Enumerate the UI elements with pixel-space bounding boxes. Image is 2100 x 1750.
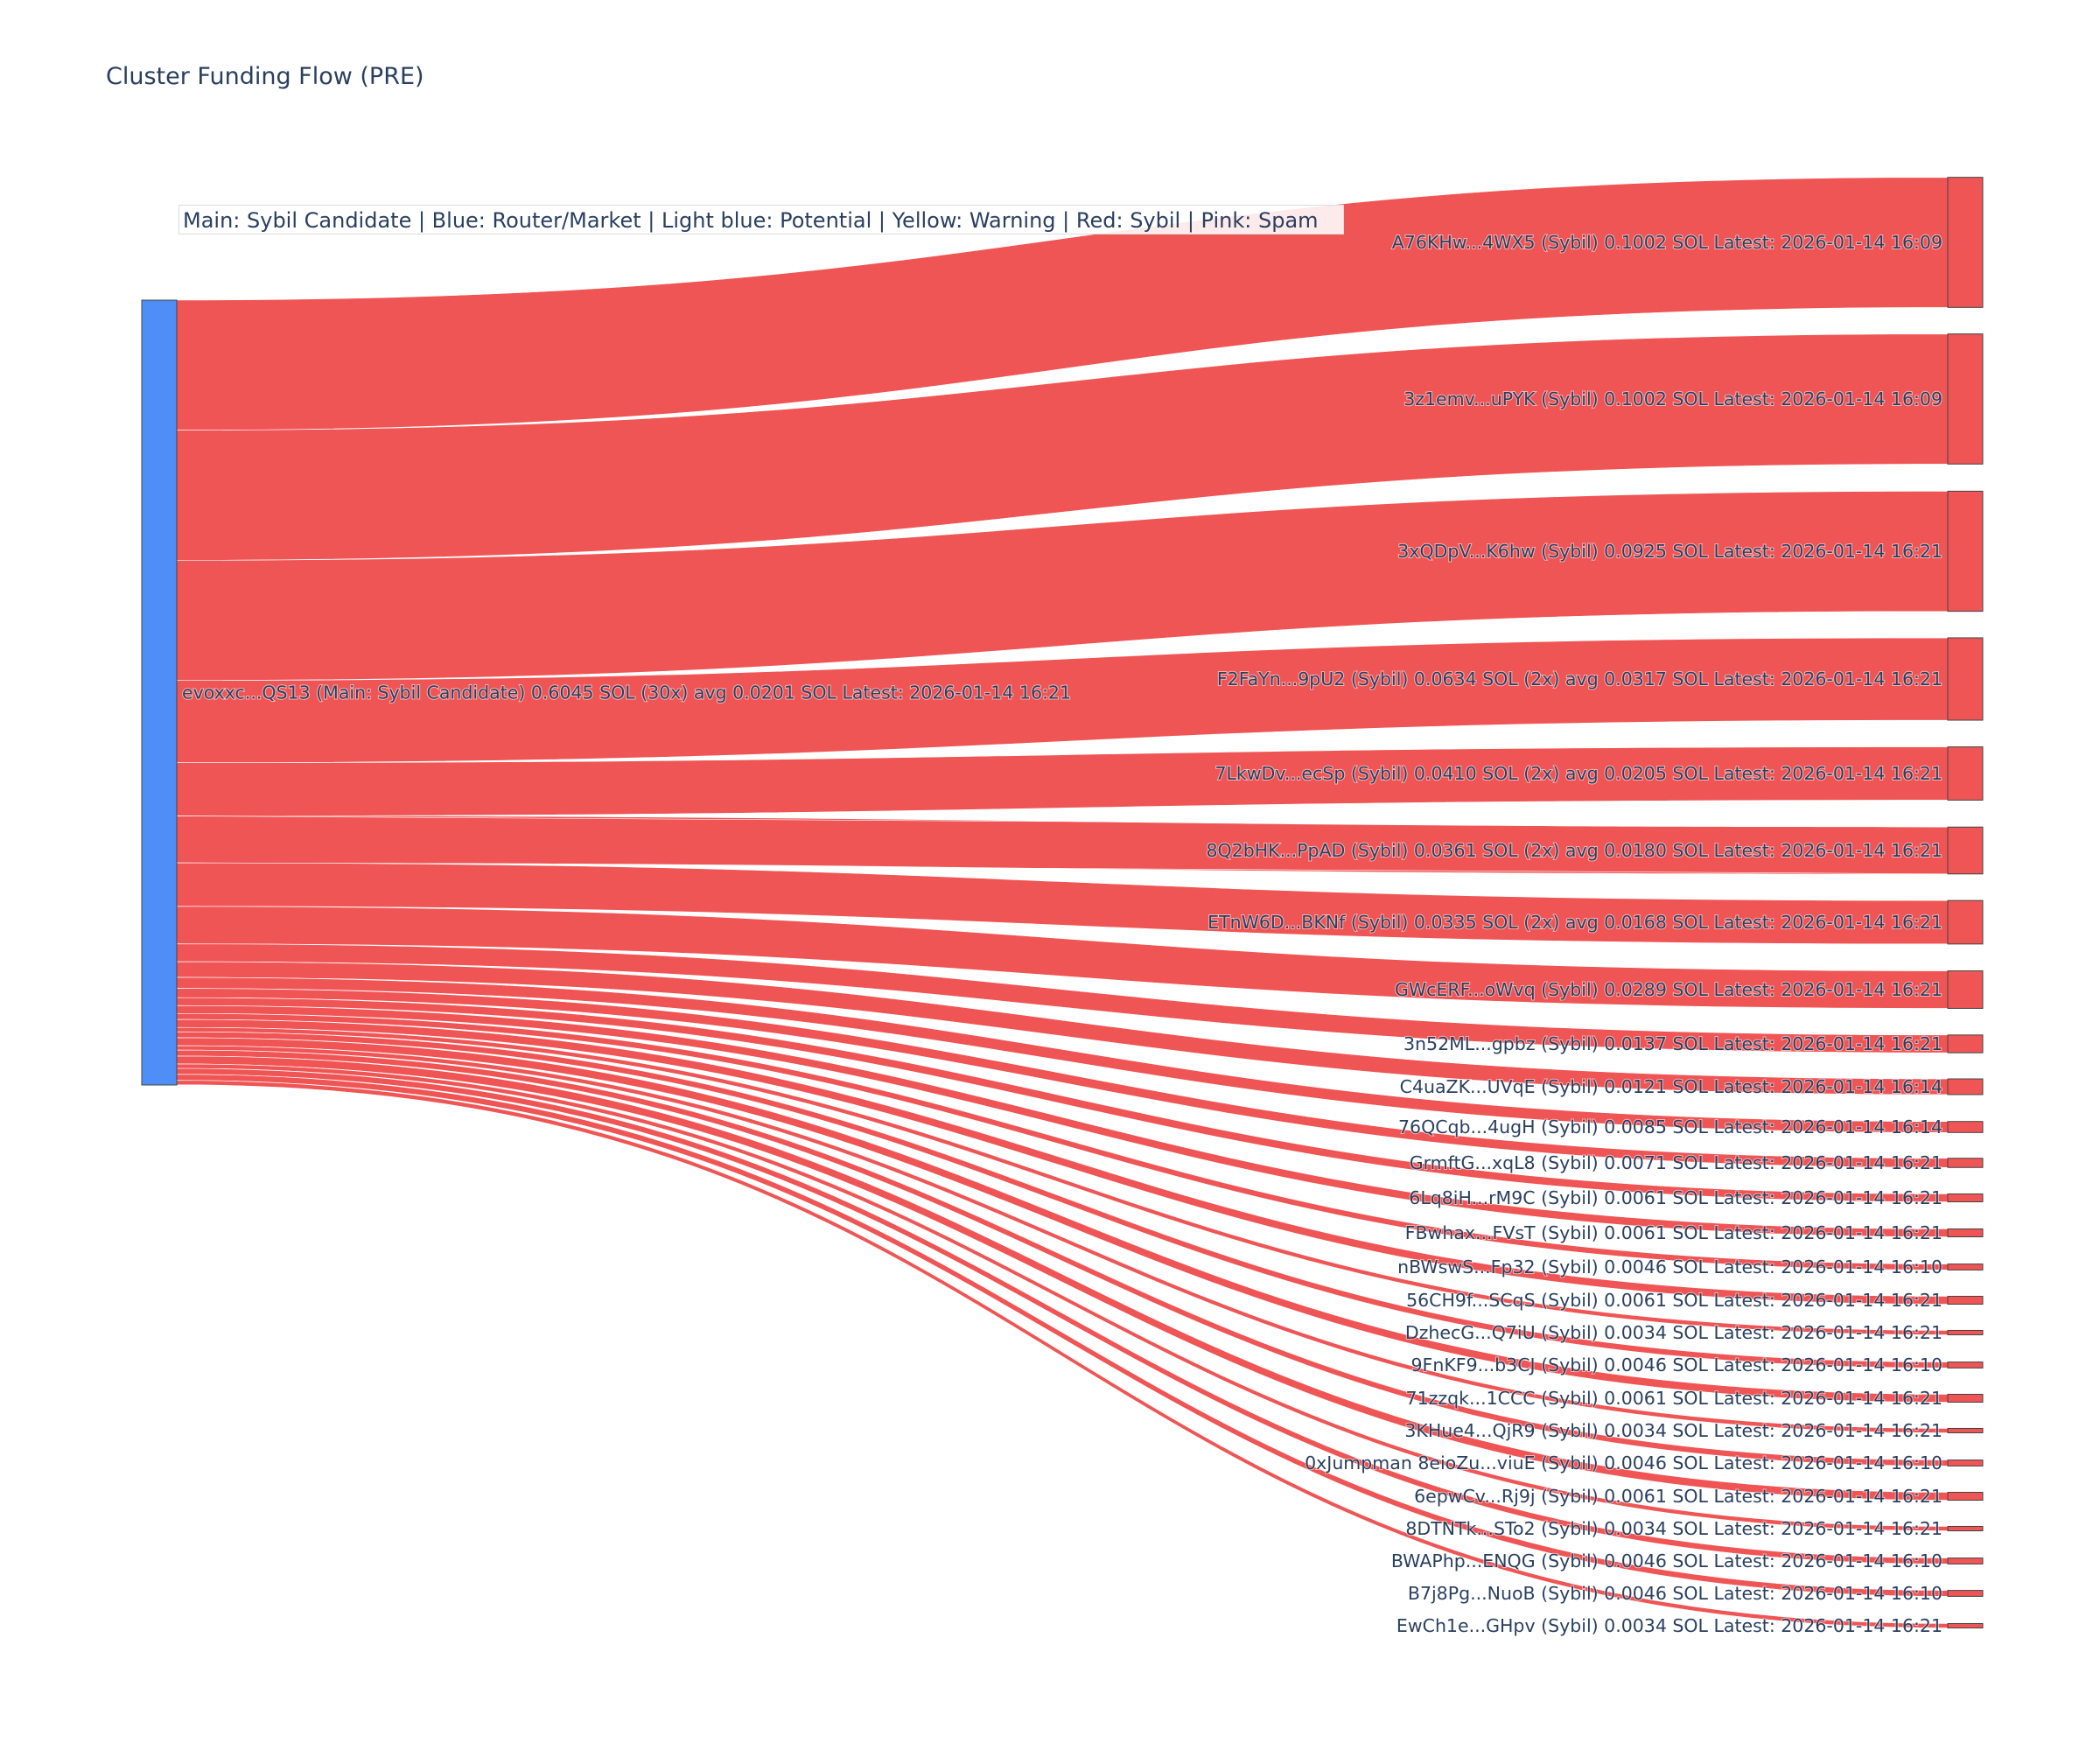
target-node-label: 6Lq8iH...rM9C (Sybil) 0.0061 SOL Latest:… xyxy=(1409,1187,1942,1208)
target-node-label: C4uaZK...UVqE (Sybil) 0.0121 SOL Latest:… xyxy=(1400,1076,1942,1097)
chart-title: Cluster Funding Flow (PRE) xyxy=(106,63,424,90)
sankey-labels: A76KHw...4WX5 (Sybil) 0.1002 SOL Latest:… xyxy=(181,231,1943,1637)
target-node-label: nBWswS...Fp32 (Sybil) 0.0046 SOL Latest:… xyxy=(1397,1256,1942,1278)
target-node-label: BWAPhp...ENQG (Sybil) 0.0046 SOL Latest:… xyxy=(1391,1550,1942,1572)
target-node[interactable] xyxy=(1947,1491,1984,1502)
target-node-label: 3KHue4...QjR9 (Sybil) 0.0034 SOL Latest:… xyxy=(1404,1420,1942,1441)
target-node-label: 6epwCv...Rj9j (Sybil) 0.0061 SOL Latest:… xyxy=(1414,1486,1942,1507)
target-node[interactable] xyxy=(1947,970,1984,1009)
target-node[interactable] xyxy=(1947,333,1984,465)
target-node-label: 8Q2bHK...PpAD (Sybil) 0.0361 SOL (2x) av… xyxy=(1207,840,1942,861)
target-node[interactable] xyxy=(1947,1590,1984,1597)
target-node[interactable] xyxy=(1947,1427,1984,1434)
target-node[interactable] xyxy=(1947,1264,1984,1270)
sankey-nodes xyxy=(141,177,1984,1629)
target-node[interactable] xyxy=(1947,1078,1984,1096)
target-node[interactable] xyxy=(1947,1329,1984,1336)
target-node-label: 56CH9f...SCqS (Sybil) 0.0061 SOL Latest:… xyxy=(1406,1290,1942,1311)
target-node[interactable] xyxy=(1947,1193,1984,1203)
target-node-label: EwCh1e...GHpv (Sybil) 0.0034 SOL Latest:… xyxy=(1396,1615,1942,1636)
target-node[interactable] xyxy=(1947,637,1984,721)
target-node[interactable] xyxy=(1947,826,1984,875)
legend-box: Main: Sybil Candidate | Blue: Router/Mar… xyxy=(178,205,1344,234)
target-node-label: 7LkwDv...ecSp (Sybil) 0.0410 SOL (2x) av… xyxy=(1214,763,1942,784)
target-node-label: 0xJumpman 8eioZu...viuE (Sybil) 0.0046 S… xyxy=(1305,1452,1942,1474)
target-node[interactable] xyxy=(1947,900,1984,945)
target-node[interactable] xyxy=(1947,1121,1984,1133)
target-node-label: 9FnKF9...b3CJ (Sybil) 0.0046 SOL Latest:… xyxy=(1411,1354,1942,1376)
target-node-label: DzhecG...Q7iU (Sybil) 0.0034 SOL Latest:… xyxy=(1405,1322,1942,1343)
target-node[interactable] xyxy=(1947,490,1984,612)
source-node[interactable] xyxy=(141,299,178,1086)
target-node-label: B7j8Pg...NuoB (Sybil) 0.0046 SOL Latest:… xyxy=(1408,1583,1942,1604)
sankey-links xyxy=(176,177,1949,1628)
target-node-label: A76KHw...4WX5 (Sybil) 0.1002 SOL Latest:… xyxy=(1392,232,1942,253)
target-node-label: GWcERF...oWvq (Sybil) 0.0289 SOL Latest:… xyxy=(1395,979,1942,1000)
target-node[interactable] xyxy=(1947,177,1984,308)
target-node[interactable] xyxy=(1947,1558,1984,1564)
target-node[interactable] xyxy=(1947,1525,1984,1532)
target-node[interactable] xyxy=(1947,1228,1984,1238)
target-node-label: F2FaYn...9pU2 (Sybil) 0.0634 SOL (2x) av… xyxy=(1217,668,1942,690)
target-node-label: 3xQDpV...K6hw (Sybil) 0.0925 SOL Latest:… xyxy=(1397,541,1942,562)
target-node-label: 3n52ML...gpbz (Sybil) 0.0137 SOL Latest:… xyxy=(1404,1033,1942,1054)
target-node-label: 71zzqk...1CCC (Sybil) 0.0061 SOL Latest:… xyxy=(1406,1388,1942,1409)
target-node[interactable] xyxy=(1947,1622,1984,1629)
target-node-label: GrmftG...xqL8 (Sybil) 0.0071 SOL Latest:… xyxy=(1410,1152,1942,1173)
target-node-label: FBwhax...FVsT (Sybil) 0.0061 SOL Latest:… xyxy=(1405,1222,1942,1243)
target-node[interactable] xyxy=(1947,1393,1984,1404)
target-node-label: 76QCqb...4ugH (Sybil) 0.0085 SOL Latest:… xyxy=(1398,1116,1942,1138)
source-node-label: evoxxc...QS13 (Main: Sybil Candidate) 0.… xyxy=(182,682,1071,704)
target-node[interactable] xyxy=(1947,1295,1984,1306)
target-node[interactable] xyxy=(1947,1460,1984,1466)
target-node-label: 3z1emv...uPYK (Sybil) 0.1002 SOL Latest:… xyxy=(1404,388,1942,410)
target-node[interactable] xyxy=(1947,1034,1984,1054)
target-node[interactable] xyxy=(1947,746,1984,801)
target-node[interactable] xyxy=(1947,1362,1984,1368)
target-node-label: ETnW6D...BKNf (Sybil) 0.0335 SOL (2x) av… xyxy=(1208,912,1942,933)
target-node-label: 8DTNTk...STo2 (Sybil) 0.0034 SOL Latest:… xyxy=(1405,1518,1942,1539)
target-node[interactable] xyxy=(1947,1158,1984,1168)
